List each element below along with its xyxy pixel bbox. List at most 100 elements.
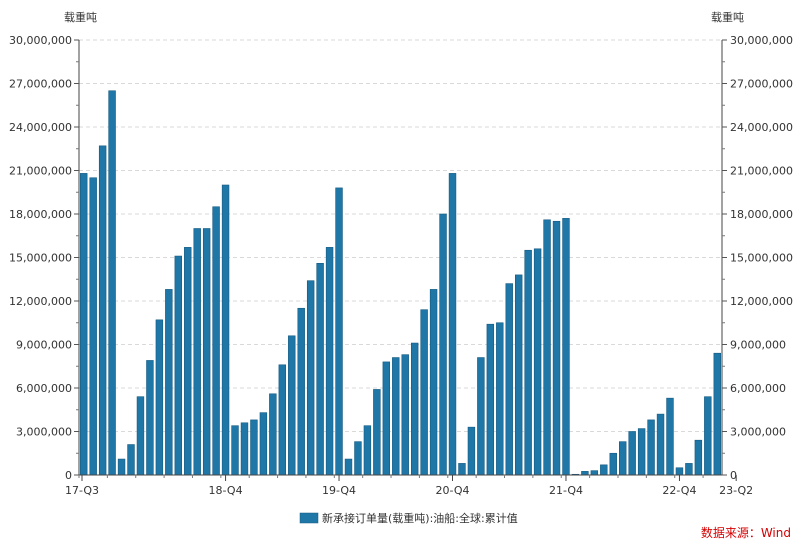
bar[interactable]	[98, 145, 107, 476]
bar[interactable]	[89, 177, 97, 476]
bar[interactable]	[127, 444, 135, 476]
x-tick-label: 23-Q2	[719, 484, 753, 497]
x-tick-label: 19-Q4	[322, 484, 356, 497]
bar[interactable]	[562, 218, 570, 476]
x-tick-label: 17-Q3	[65, 484, 99, 497]
legend-swatch	[299, 512, 319, 524]
bar[interactable]	[325, 247, 334, 476]
bar[interactable]	[231, 425, 239, 476]
bar[interactable]	[250, 419, 258, 476]
source-note: 数据来源：Wind	[701, 525, 791, 540]
bar[interactable]	[165, 289, 173, 476]
bar[interactable]	[240, 422, 249, 476]
bar[interactable]	[193, 228, 201, 476]
bar[interactable]	[306, 280, 315, 476]
left-y-tick-label: 15,000,000	[9, 252, 72, 265]
legend[interactable]: 新承接订单量(载重吨):油船:全球:累计值	[299, 511, 518, 525]
bar[interactable]	[335, 187, 343, 476]
bar[interactable]	[373, 389, 381, 476]
left-y-tick-label: 24,000,000	[9, 121, 72, 134]
left-y-tick-label: 21,000,000	[9, 165, 72, 178]
right-y-tick-label: 12,000,000	[730, 295, 793, 308]
bar[interactable]	[80, 173, 88, 476]
bar[interactable]	[685, 463, 693, 476]
right-y-unit-label: 载重吨	[711, 10, 744, 24]
bar[interactable]	[666, 397, 674, 476]
bar[interactable]	[354, 441, 362, 476]
bar[interactable]	[184, 247, 192, 476]
right-y-tick-label: 21,000,000	[730, 165, 793, 178]
bar[interactable]	[316, 262, 324, 476]
bar-series	[80, 90, 721, 476]
bar[interactable]	[543, 219, 551, 476]
bar[interactable]	[288, 335, 296, 476]
bar[interactable]	[212, 206, 220, 476]
bar[interactable]	[713, 352, 721, 476]
bar[interactable]	[155, 319, 164, 476]
x-tick-label: 20-Q4	[435, 484, 469, 497]
bar[interactable]	[401, 354, 409, 476]
right-y-tick-label: 18,000,000	[730, 208, 793, 221]
bar[interactable]	[108, 90, 116, 476]
bar[interactable]	[259, 412, 268, 476]
bar[interactable]	[420, 309, 428, 476]
bar[interactable]	[467, 426, 476, 476]
bar[interactable]	[524, 249, 532, 476]
bar[interactable]	[600, 464, 608, 476]
right-y-axis-ticks: 0 3,000,000 6,000,000 9,000,000 12,000,000 15…	[722, 34, 793, 482]
bar[interactable]	[628, 431, 636, 476]
bar[interactable]	[637, 428, 646, 476]
bar[interactable]	[439, 213, 447, 476]
bar[interactable]	[581, 471, 589, 476]
bar[interactable]	[656, 413, 665, 476]
x-tick-label: 18-Q4	[209, 484, 243, 497]
left-y-tick-label: 9,000,000	[16, 339, 72, 352]
legend-label: 新承接订单量(载重吨):油船:全球:累计值	[322, 511, 518, 525]
bar[interactable]	[647, 419, 655, 476]
bar[interactable]	[269, 393, 277, 476]
bar[interactable]	[505, 283, 513, 476]
right-y-tick-label: 30,000,000	[730, 34, 793, 47]
bar[interactable]	[136, 396, 145, 476]
bar[interactable]	[146, 360, 154, 476]
bar[interactable]	[609, 452, 617, 476]
bar[interactable]	[619, 441, 627, 476]
bar[interactable]	[117, 458, 126, 476]
bar[interactable]	[552, 220, 561, 476]
bar[interactable]	[221, 184, 230, 476]
bar[interactable]	[533, 248, 542, 476]
bar[interactable]	[704, 396, 712, 476]
bar[interactable]	[486, 323, 495, 476]
left-y-tick-label: 18,000,000	[9, 208, 72, 221]
bar[interactable]	[344, 458, 353, 476]
bar[interactable]	[410, 342, 419, 476]
bar[interactable]	[694, 439, 703, 476]
bar[interactable]	[496, 322, 504, 476]
x-tick-label: 21-Q4	[549, 484, 583, 497]
right-y-tick-label: 15,000,000	[730, 252, 793, 265]
left-y-unit-label: 载重吨	[64, 10, 97, 24]
bar[interactable]	[458, 463, 466, 476]
bar[interactable]	[514, 274, 523, 476]
bar[interactable]	[363, 425, 372, 476]
right-y-tick-label: 6,000,000	[730, 382, 786, 395]
left-y-tick-label: 12,000,000	[9, 295, 72, 308]
left-y-tick-label: 27,000,000	[9, 78, 72, 91]
bar[interactable]	[448, 173, 457, 476]
left-y-tick-label: 30,000,000	[9, 34, 72, 47]
right-y-tick-label: 0	[730, 469, 737, 482]
bar[interactable]	[174, 255, 182, 476]
bar[interactable]	[392, 357, 400, 476]
bar[interactable]	[297, 307, 305, 476]
bar[interactable]	[590, 470, 599, 476]
bar[interactable]	[278, 364, 287, 476]
bar[interactable]	[202, 228, 211, 476]
left-y-tick-label: 6,000,000	[16, 382, 72, 395]
bar[interactable]	[382, 361, 391, 476]
bar[interactable]	[477, 357, 485, 476]
right-y-tick-label: 9,000,000	[730, 339, 786, 352]
bar[interactable]	[429, 289, 438, 476]
bar[interactable]	[675, 467, 684, 476]
